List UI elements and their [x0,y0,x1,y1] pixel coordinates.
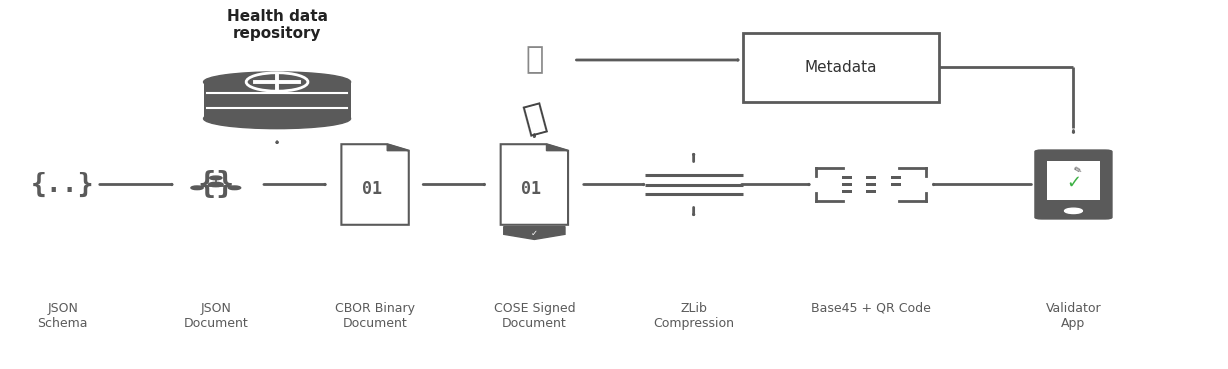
Text: JSON
Schema: JSON Schema [37,302,88,330]
FancyBboxPatch shape [890,183,900,186]
Text: JSON
Document: JSON Document [183,302,248,330]
Text: {: { [198,170,216,199]
Ellipse shape [204,72,350,92]
FancyBboxPatch shape [867,190,877,193]
Text: ✏: ✏ [1071,163,1083,176]
FancyBboxPatch shape [867,183,877,186]
Text: CBOR Binary
Document: CBOR Binary Document [335,302,415,330]
Text: ✓: ✓ [530,228,538,238]
Circle shape [1065,208,1082,214]
Text: Base45 + QR Code: Base45 + QR Code [812,302,931,315]
Polygon shape [341,144,409,225]
Circle shape [190,186,203,190]
Circle shape [228,186,241,190]
FancyBboxPatch shape [204,82,350,118]
Text: ZLib
Compression: ZLib Compression [653,302,734,330]
Text: }: } [216,170,235,199]
FancyBboxPatch shape [842,176,852,179]
Text: ⚿: ⚿ [519,99,549,138]
Polygon shape [501,144,569,225]
FancyBboxPatch shape [842,190,852,193]
Circle shape [209,182,223,187]
Text: 01: 01 [362,180,382,197]
FancyBboxPatch shape [1034,149,1113,220]
FancyBboxPatch shape [1047,161,1099,200]
Circle shape [210,176,222,180]
Ellipse shape [204,108,350,129]
Text: 01: 01 [521,180,542,197]
FancyBboxPatch shape [867,176,877,179]
Text: ⚿: ⚿ [526,45,544,75]
Polygon shape [387,144,409,151]
Polygon shape [503,227,565,239]
Text: COSE Signed
Document: COSE Signed Document [494,302,575,330]
FancyBboxPatch shape [842,183,852,186]
Text: {..}: {..} [31,172,95,197]
FancyBboxPatch shape [890,176,900,179]
Text: ✓: ✓ [1066,173,1081,192]
Text: Health data
repository: Health data repository [226,9,328,41]
Polygon shape [546,144,569,151]
FancyBboxPatch shape [743,32,938,102]
Text: Validator
App: Validator App [1046,302,1102,330]
Text: Metadata: Metadata [804,60,877,75]
